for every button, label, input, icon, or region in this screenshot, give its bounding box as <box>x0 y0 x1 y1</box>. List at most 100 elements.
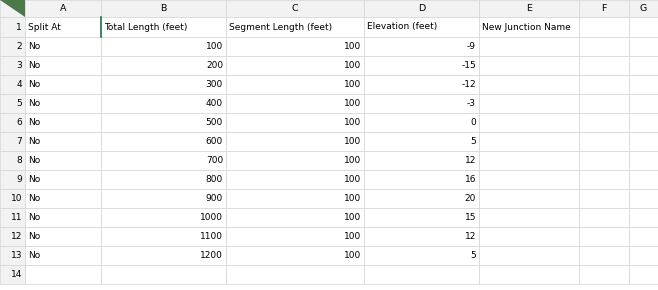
Bar <box>25 113 101 132</box>
Bar <box>101 17 226 37</box>
Bar <box>226 227 364 246</box>
Text: -3: -3 <box>467 99 476 108</box>
Bar <box>101 227 226 246</box>
Bar <box>629 37 658 56</box>
Bar <box>25 227 101 246</box>
Text: 13: 13 <box>11 251 22 260</box>
Text: 400: 400 <box>206 99 223 108</box>
Bar <box>0 75 25 94</box>
Text: No: No <box>28 156 40 165</box>
Bar <box>579 0 629 17</box>
Bar <box>364 17 479 37</box>
Bar <box>579 94 629 113</box>
Bar <box>25 75 101 94</box>
Bar <box>629 94 658 113</box>
Text: 8: 8 <box>16 156 22 165</box>
Text: No: No <box>28 80 40 89</box>
Text: A: A <box>60 4 66 13</box>
Bar <box>629 208 658 227</box>
Text: 100: 100 <box>343 194 361 203</box>
Text: 100: 100 <box>343 42 361 51</box>
Text: 1000: 1000 <box>200 213 223 222</box>
Text: Total Length (feet): Total Length (feet) <box>104 23 188 32</box>
Bar <box>0 227 25 246</box>
Text: 100: 100 <box>343 61 361 70</box>
Bar <box>579 151 629 170</box>
Bar <box>0 208 25 227</box>
Text: B: B <box>161 4 166 13</box>
Bar <box>0 170 25 189</box>
Bar <box>101 56 226 75</box>
Bar <box>364 56 479 75</box>
Bar <box>226 94 364 113</box>
Text: 200: 200 <box>206 61 223 70</box>
Bar <box>364 0 479 17</box>
Bar <box>579 170 629 189</box>
Text: No: No <box>28 42 40 51</box>
Bar <box>101 265 226 284</box>
Bar <box>629 151 658 170</box>
Bar <box>25 151 101 170</box>
Text: Segment Length (feet): Segment Length (feet) <box>229 23 332 32</box>
Text: 16: 16 <box>465 175 476 184</box>
Bar <box>0 17 25 37</box>
Bar <box>579 227 629 246</box>
Bar <box>629 113 658 132</box>
Text: 100: 100 <box>343 137 361 146</box>
Bar <box>579 246 629 265</box>
Text: 100: 100 <box>343 118 361 127</box>
Bar <box>364 75 479 94</box>
Bar <box>226 132 364 151</box>
Bar <box>629 56 658 75</box>
Bar <box>579 208 629 227</box>
Bar <box>25 0 101 17</box>
Text: No: No <box>28 61 40 70</box>
Bar <box>101 37 226 56</box>
Text: 9: 9 <box>16 175 22 184</box>
Bar <box>364 132 479 151</box>
Text: G: G <box>640 4 647 13</box>
Bar <box>479 113 579 132</box>
Text: 2: 2 <box>16 42 22 51</box>
Text: 1200: 1200 <box>200 251 223 260</box>
Text: No: No <box>28 137 40 146</box>
Bar <box>479 246 579 265</box>
Bar <box>0 37 25 56</box>
Bar <box>226 189 364 208</box>
Bar <box>579 17 629 37</box>
Bar <box>629 170 658 189</box>
Text: 1100: 1100 <box>200 232 223 241</box>
Bar <box>226 37 364 56</box>
Text: No: No <box>28 99 40 108</box>
Text: 10: 10 <box>11 194 22 203</box>
Bar <box>479 132 579 151</box>
Text: 100: 100 <box>343 251 361 260</box>
Bar <box>364 246 479 265</box>
Text: No: No <box>28 175 40 184</box>
Bar <box>364 227 479 246</box>
Bar <box>25 189 101 208</box>
Bar <box>629 132 658 151</box>
Bar <box>629 17 658 37</box>
Text: 20: 20 <box>465 194 476 203</box>
Text: 100: 100 <box>343 175 361 184</box>
Bar <box>479 17 579 37</box>
Bar <box>0 189 25 208</box>
Bar <box>25 94 101 113</box>
Text: 500: 500 <box>206 118 223 127</box>
Text: 3: 3 <box>16 61 22 70</box>
Bar <box>101 113 226 132</box>
Text: 300: 300 <box>206 80 223 89</box>
Bar <box>101 189 226 208</box>
Bar <box>629 265 658 284</box>
Text: No: No <box>28 232 40 241</box>
Bar <box>0 94 25 113</box>
Bar <box>226 151 364 170</box>
Text: 100: 100 <box>343 213 361 222</box>
Text: 14: 14 <box>11 270 22 279</box>
Text: 4: 4 <box>16 80 22 89</box>
Bar <box>579 56 629 75</box>
Bar <box>226 246 364 265</box>
Bar <box>25 246 101 265</box>
Bar <box>101 170 226 189</box>
